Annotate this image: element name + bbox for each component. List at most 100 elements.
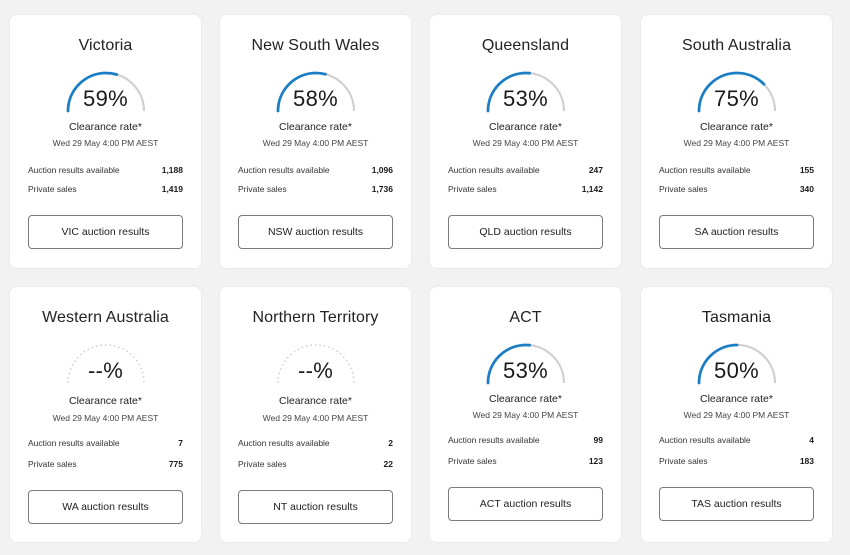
state-title: Victoria bbox=[78, 37, 133, 54]
auction-results-label: Auction results available bbox=[28, 438, 120, 448]
private-sales-label: Private sales bbox=[448, 456, 497, 466]
clearance-rate-value: --% bbox=[297, 358, 334, 383]
state-title: Queensland bbox=[481, 37, 570, 54]
clearance-date: Wed 29 May 4:00 PM AEST bbox=[472, 410, 579, 420]
clearance-rate-value: 59% bbox=[83, 86, 128, 111]
gauge-fill bbox=[276, 71, 355, 113]
clearance-rate-label: Clearance rate* bbox=[279, 121, 352, 133]
clearance-gauge bbox=[274, 341, 358, 385]
auction-results-label: Auction results available bbox=[448, 165, 540, 175]
auction-results-label: Auction results available bbox=[659, 165, 751, 175]
nsw-auction-results-button[interactable]: NSW auction results bbox=[238, 215, 393, 249]
auction-results-value: 155 bbox=[799, 165, 814, 175]
state-title: ACT bbox=[509, 309, 542, 326]
state-card-victoria: Victoria 59% Clearance rate* Wed 29 May … bbox=[10, 15, 201, 268]
state-card-nt: Northern Territory --% Clearance rate* W… bbox=[220, 287, 411, 542]
state-card-qld: Queensland 53% Clearance rate* Wed 29 Ma… bbox=[430, 15, 621, 268]
act-auction-results-button[interactable]: ACT auction results bbox=[448, 487, 603, 521]
tas-auction-results-button[interactable]: TAS auction results bbox=[659, 487, 814, 521]
auction-results-label: Auction results available bbox=[238, 165, 330, 175]
private-sales-label: Private sales bbox=[659, 456, 708, 466]
auction-results-row: Auction results available 99 bbox=[448, 435, 603, 445]
private-sales-label: Private sales bbox=[28, 459, 77, 469]
clearance-rate-value: 58% bbox=[293, 86, 338, 111]
gauge-svg bbox=[486, 71, 565, 113]
state-title: Western Australia bbox=[42, 309, 169, 326]
state-card-wa: Western Australia --% Clearance rate* We… bbox=[10, 287, 201, 542]
private-sales-value: 1,419 bbox=[161, 184, 183, 194]
auction-results-label: Auction results available bbox=[28, 165, 120, 175]
private-sales-label: Private sales bbox=[238, 459, 287, 469]
gauge-svg bbox=[697, 343, 776, 385]
state-title: Tasmania bbox=[701, 309, 772, 326]
state-title: New South Wales bbox=[251, 37, 380, 54]
private-sales-row: Private sales 123 bbox=[448, 456, 603, 466]
private-sales-value: 183 bbox=[799, 456, 814, 466]
state-title: Northern Territory bbox=[252, 309, 379, 326]
auction-results-value: 7 bbox=[178, 438, 183, 448]
auction-results-value: 1,188 bbox=[161, 165, 183, 175]
gauge-svg bbox=[66, 71, 145, 113]
auction-results-row: Auction results available 4 bbox=[659, 435, 814, 445]
gauge-svg bbox=[697, 71, 776, 113]
state-card-tas: Tasmania 50% Clearance rate* Wed 29 May … bbox=[641, 287, 832, 542]
clearance-gauge bbox=[64, 69, 148, 113]
private-sales-row: Private sales 22 bbox=[238, 459, 393, 469]
clearance-date: Wed 29 May 4:00 PM AEST bbox=[472, 138, 579, 148]
clearance-date: Wed 29 May 4:00 PM AEST bbox=[262, 413, 369, 423]
private-sales-label: Private sales bbox=[448, 184, 497, 194]
vic-auction-results-button[interactable]: VIC auction results bbox=[28, 215, 183, 249]
wa-auction-results-button[interactable]: WA auction results bbox=[28, 490, 183, 524]
clearance-gauge bbox=[695, 341, 779, 385]
auction-results-label: Auction results available bbox=[238, 438, 330, 448]
auction-results-row: Auction results available 2 bbox=[238, 438, 393, 448]
private-sales-row: Private sales 775 bbox=[28, 459, 183, 469]
clearance-date: Wed 29 May 4:00 PM AEST bbox=[262, 138, 369, 148]
clearance-rate-label: Clearance rate* bbox=[489, 121, 562, 133]
clearance-date: Wed 29 May 4:00 PM AEST bbox=[683, 410, 790, 420]
auction-results-label: Auction results available bbox=[448, 435, 540, 445]
auction-results-row: Auction results available 155 bbox=[659, 165, 814, 175]
private-sales-value: 1,736 bbox=[371, 184, 393, 194]
clearance-gauge bbox=[484, 341, 568, 385]
clearance-date: Wed 29 May 4:00 PM AEST bbox=[52, 138, 159, 148]
clearance-date: Wed 29 May 4:00 PM AEST bbox=[683, 138, 790, 148]
gauge-fill bbox=[486, 343, 565, 385]
auction-results-row: Auction results available 1,096 bbox=[238, 165, 393, 175]
private-sales-row: Private sales 340 bbox=[659, 184, 814, 194]
state-card-act: ACT 53% Clearance rate* Wed 29 May 4:00 … bbox=[430, 287, 621, 542]
private-sales-value: 22 bbox=[383, 459, 393, 469]
private-sales-row: Private sales 1,142 bbox=[448, 184, 603, 194]
clearance-rate-label: Clearance rate* bbox=[279, 395, 352, 407]
nt-auction-results-button[interactable]: NT auction results bbox=[238, 490, 393, 524]
auction-results-label: Auction results available bbox=[659, 435, 751, 445]
private-sales-row: Private sales 183 bbox=[659, 456, 814, 466]
private-sales-value: 775 bbox=[168, 459, 183, 469]
private-sales-value: 123 bbox=[588, 456, 603, 466]
auction-results-row: Auction results available 247 bbox=[448, 165, 603, 175]
clearance-rate-label: Clearance rate* bbox=[700, 393, 773, 405]
private-sales-label: Private sales bbox=[659, 184, 708, 194]
qld-auction-results-button[interactable]: QLD auction results bbox=[448, 215, 603, 249]
clearance-rate-value: 53% bbox=[503, 86, 548, 111]
auction-results-row: Auction results available 7 bbox=[28, 438, 183, 448]
state-card-nsw: New South Wales 58% Clearance rate* Wed … bbox=[220, 15, 411, 268]
private-sales-value: 340 bbox=[799, 184, 814, 194]
auction-results-value: 4 bbox=[809, 435, 814, 445]
gauge-svg bbox=[276, 71, 355, 113]
sa-auction-results-button[interactable]: SA auction results bbox=[659, 215, 814, 249]
gauge-svg bbox=[66, 344, 145, 384]
clearance-rate-label: Clearance rate* bbox=[700, 121, 773, 133]
clearance-rate-value: --% bbox=[87, 358, 124, 383]
clearance-rate-value: 53% bbox=[503, 358, 548, 383]
private-sales-label: Private sales bbox=[238, 184, 287, 194]
private-sales-row: Private sales 1,419 bbox=[28, 184, 183, 194]
clearance-date: Wed 29 May 4:00 PM AEST bbox=[52, 413, 159, 423]
auction-results-value: 2 bbox=[388, 438, 393, 448]
clearance-rate-label: Clearance rate* bbox=[69, 121, 142, 133]
gauge-track bbox=[66, 344, 145, 384]
clearance-gauge bbox=[274, 69, 358, 113]
state-card-sa: South Australia 75% Clearance rate* Wed … bbox=[641, 15, 832, 268]
clearance-rate-value: 50% bbox=[714, 358, 759, 383]
